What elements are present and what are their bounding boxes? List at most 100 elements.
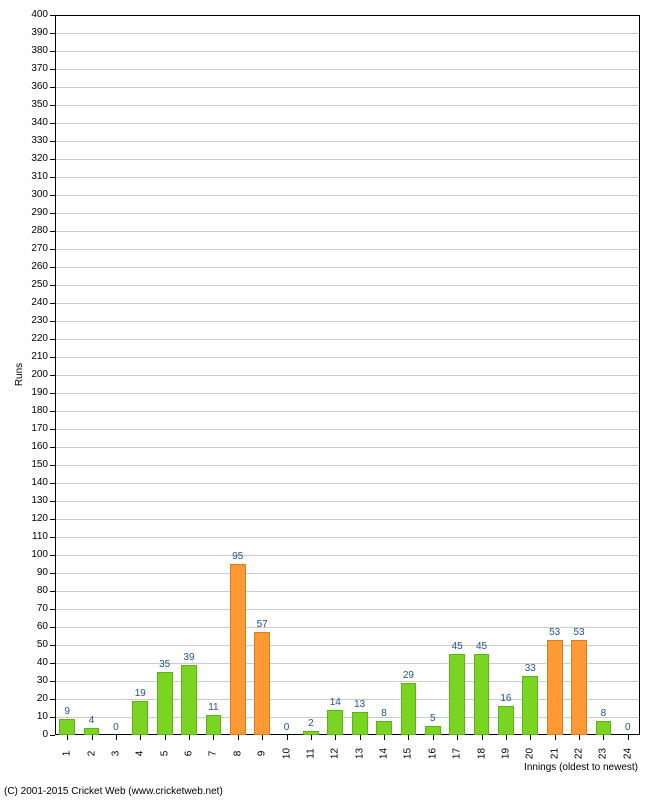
x-tick-label: 1 (62, 744, 73, 764)
gridline (56, 357, 639, 358)
bar-value-label: 0 (104, 722, 128, 733)
x-tick-label: 3 (110, 744, 121, 764)
x-tick-mark (603, 735, 604, 740)
bar-value-label: 53 (567, 627, 591, 638)
gridline (56, 555, 639, 556)
bar-value-label: 95 (226, 551, 250, 562)
x-tick-mark (92, 735, 93, 740)
x-tick-mark (311, 735, 312, 740)
x-tick-label: 21 (549, 744, 560, 764)
bar-value-label: 29 (396, 670, 420, 681)
y-tick-mark (50, 87, 55, 88)
bar-value-label: 35 (153, 659, 177, 670)
y-tick-label: 0 (23, 729, 48, 740)
bar (206, 715, 222, 735)
bar (327, 710, 343, 735)
bar (571, 640, 587, 735)
bar (596, 721, 612, 735)
y-tick-mark (50, 51, 55, 52)
x-tick-mark (238, 735, 239, 740)
x-tick-mark (506, 735, 507, 740)
runs-by-innings-chart: Runs Innings (oldest to newest) (C) 2001… (0, 0, 650, 800)
gridline (56, 123, 639, 124)
y-tick-label: 40 (23, 657, 48, 668)
bar (449, 654, 465, 735)
x-tick-label: 24 (622, 744, 633, 764)
y-tick-label: 390 (23, 27, 48, 38)
gridline (56, 213, 639, 214)
bar-value-label: 57 (250, 619, 274, 630)
gridline (56, 501, 639, 502)
gridline (56, 267, 639, 268)
y-tick-mark (50, 447, 55, 448)
x-tick-label: 19 (500, 744, 511, 764)
x-tick-mark (482, 735, 483, 740)
y-tick-mark (50, 465, 55, 466)
y-tick-mark (50, 249, 55, 250)
x-tick-label: 5 (159, 744, 170, 764)
y-tick-mark (50, 501, 55, 502)
gridline (56, 375, 639, 376)
y-tick-mark (50, 717, 55, 718)
y-tick-mark (50, 645, 55, 646)
x-tick-label: 7 (208, 744, 219, 764)
x-tick-mark (433, 735, 434, 740)
y-tick-label: 220 (23, 333, 48, 344)
y-tick-label: 180 (23, 405, 48, 416)
bar (254, 632, 270, 735)
bar-value-label: 8 (372, 708, 396, 719)
y-tick-mark (50, 213, 55, 214)
y-tick-mark (50, 735, 55, 736)
y-tick-mark (50, 537, 55, 538)
y-tick-label: 270 (23, 243, 48, 254)
gridline (56, 519, 639, 520)
y-tick-label: 150 (23, 459, 48, 470)
bar-value-label: 53 (543, 627, 567, 638)
bar (352, 712, 368, 735)
bar (498, 706, 514, 735)
y-tick-label: 10 (23, 711, 48, 722)
gridline (56, 591, 639, 592)
bar-value-label: 0 (616, 722, 640, 733)
gridline (56, 51, 639, 52)
y-tick-label: 70 (23, 603, 48, 614)
x-tick-label: 8 (232, 744, 243, 764)
y-tick-label: 400 (23, 9, 48, 20)
bar (303, 731, 319, 735)
gridline (56, 465, 639, 466)
y-tick-mark (50, 231, 55, 232)
gridline (56, 537, 639, 538)
y-tick-mark (50, 519, 55, 520)
y-tick-label: 320 (23, 153, 48, 164)
x-tick-mark (165, 735, 166, 740)
x-tick-mark (213, 735, 214, 740)
bar-value-label: 2 (299, 718, 323, 729)
y-tick-label: 160 (23, 441, 48, 452)
x-tick-label: 11 (305, 744, 316, 764)
y-tick-label: 310 (23, 171, 48, 182)
gridline (56, 447, 639, 448)
bar (547, 640, 563, 735)
x-tick-mark (335, 735, 336, 740)
y-tick-label: 250 (23, 279, 48, 290)
x-tick-mark (67, 735, 68, 740)
y-tick-mark (50, 411, 55, 412)
gridline (56, 231, 639, 232)
y-tick-label: 380 (23, 45, 48, 56)
x-tick-mark (530, 735, 531, 740)
bar-value-label: 14 (323, 697, 347, 708)
y-tick-label: 110 (23, 531, 48, 542)
x-tick-mark (287, 735, 288, 740)
x-tick-mark (262, 735, 263, 740)
bar (84, 728, 100, 735)
y-tick-label: 140 (23, 477, 48, 488)
x-tick-mark (628, 735, 629, 740)
x-tick-mark (189, 735, 190, 740)
y-tick-label: 30 (23, 675, 48, 686)
bar-value-label: 45 (470, 641, 494, 652)
x-tick-label: 18 (476, 744, 487, 764)
y-tick-mark (50, 15, 55, 16)
bar (132, 701, 148, 735)
gridline (56, 393, 639, 394)
x-tick-label: 22 (574, 744, 585, 764)
